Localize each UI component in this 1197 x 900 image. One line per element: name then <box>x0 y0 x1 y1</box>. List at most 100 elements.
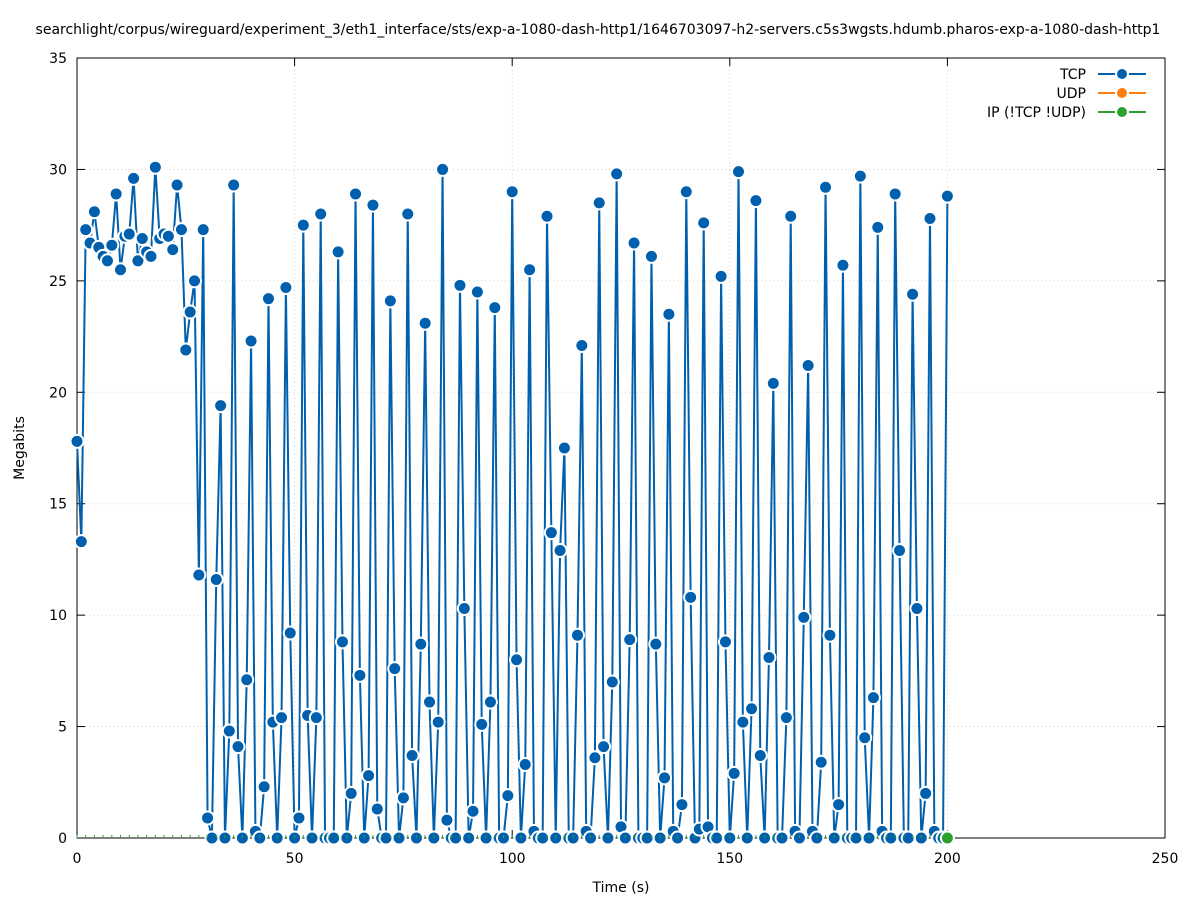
data-point <box>200 810 216 826</box>
data-point <box>726 765 742 781</box>
data-point <box>78 222 94 238</box>
data-point <box>343 785 359 801</box>
y-tick-label: 0 <box>58 831 67 847</box>
data-point <box>86 204 102 220</box>
data-point <box>143 248 159 264</box>
data-point <box>474 716 490 732</box>
data-point <box>126 170 142 186</box>
x-tick-label: 50 <box>286 851 304 867</box>
data-point <box>604 674 620 690</box>
x-tick-label: 200 <box>934 851 961 867</box>
data-point <box>887 186 903 202</box>
data-point <box>382 293 398 309</box>
data-point <box>169 177 185 193</box>
data-point <box>187 273 203 289</box>
data-point <box>147 159 163 175</box>
data-point <box>208 571 224 587</box>
data-point <box>539 208 555 224</box>
data-point <box>404 748 420 764</box>
y-tick-label: 10 <box>49 608 67 624</box>
data-point <box>522 262 538 278</box>
legend-label: UDP <box>1057 86 1086 102</box>
x-axis-label: Time (s) <box>592 880 650 896</box>
data-point <box>552 543 568 559</box>
data-point <box>783 208 799 224</box>
data-point <box>308 710 324 726</box>
data-point <box>761 649 777 665</box>
data-point <box>439 812 455 828</box>
data-point <box>213 398 229 414</box>
data-point <box>182 304 198 320</box>
data-point <box>73 534 89 550</box>
data-point <box>713 268 729 284</box>
y-tick-label: 15 <box>49 497 67 513</box>
data-point <box>661 306 677 322</box>
data-point <box>334 634 350 650</box>
y-tick-label: 30 <box>49 162 67 178</box>
data-point <box>731 164 747 180</box>
data-point <box>413 636 429 652</box>
data-point <box>796 609 812 625</box>
data-point <box>260 291 276 307</box>
y-axis-label: Megabits <box>12 416 28 480</box>
data-point <box>487 300 503 316</box>
data-point <box>696 215 712 231</box>
x-tick-label: 150 <box>716 851 743 867</box>
data-point <box>134 231 150 247</box>
x-tick-label: 100 <box>499 851 526 867</box>
data-point <box>674 797 690 813</box>
data-point <box>456 600 472 616</box>
data-point <box>365 197 381 213</box>
data-point <box>274 710 290 726</box>
data-point <box>108 186 124 202</box>
data-point <box>870 219 886 235</box>
data-point <box>313 206 329 222</box>
data-point <box>517 756 533 772</box>
data-point <box>905 286 921 302</box>
data-point <box>430 714 446 730</box>
legend-marker <box>1115 86 1129 100</box>
data-point <box>295 217 311 233</box>
data-point <box>643 248 659 264</box>
data-point <box>226 177 242 193</box>
data-point <box>657 770 673 786</box>
data-point <box>939 188 955 204</box>
data-point <box>744 701 760 717</box>
data-point <box>452 277 468 293</box>
y-tick-label: 35 <box>49 51 67 67</box>
data-point <box>865 690 881 706</box>
data-point <box>835 257 851 273</box>
data-point <box>469 284 485 300</box>
data-point <box>221 723 237 739</box>
data-point <box>717 634 733 650</box>
data-point <box>909 600 925 616</box>
y-tick-label: 25 <box>49 274 67 290</box>
data-point <box>857 730 873 746</box>
data-point <box>243 333 259 349</box>
data-point <box>778 710 794 726</box>
data-point <box>735 714 751 730</box>
data-point <box>818 179 834 195</box>
data-point <box>892 543 908 559</box>
data-point <box>400 206 416 222</box>
data-point <box>113 262 129 278</box>
axis-ticks: 0 5 10 15 20 25 30 35 0 50 100 150 200 250 <box>49 51 1178 867</box>
data-point <box>587 750 603 766</box>
data-point <box>104 237 120 253</box>
data-point <box>765 375 781 391</box>
data-point <box>609 166 625 182</box>
data-point <box>574 337 590 353</box>
data-point <box>852 168 868 184</box>
chart-title: searchlight/corpus/wireguard/experiment_… <box>36 22 1161 38</box>
data-point <box>596 739 612 755</box>
y-tick-label: 5 <box>58 720 67 736</box>
data-point <box>361 768 377 784</box>
data-point <box>165 242 181 258</box>
data-point <box>130 253 146 269</box>
data-point <box>500 788 516 804</box>
legend-label: TCP <box>1059 67 1086 83</box>
data-point <box>417 315 433 331</box>
data-point <box>291 810 307 826</box>
data-point <box>369 801 385 817</box>
